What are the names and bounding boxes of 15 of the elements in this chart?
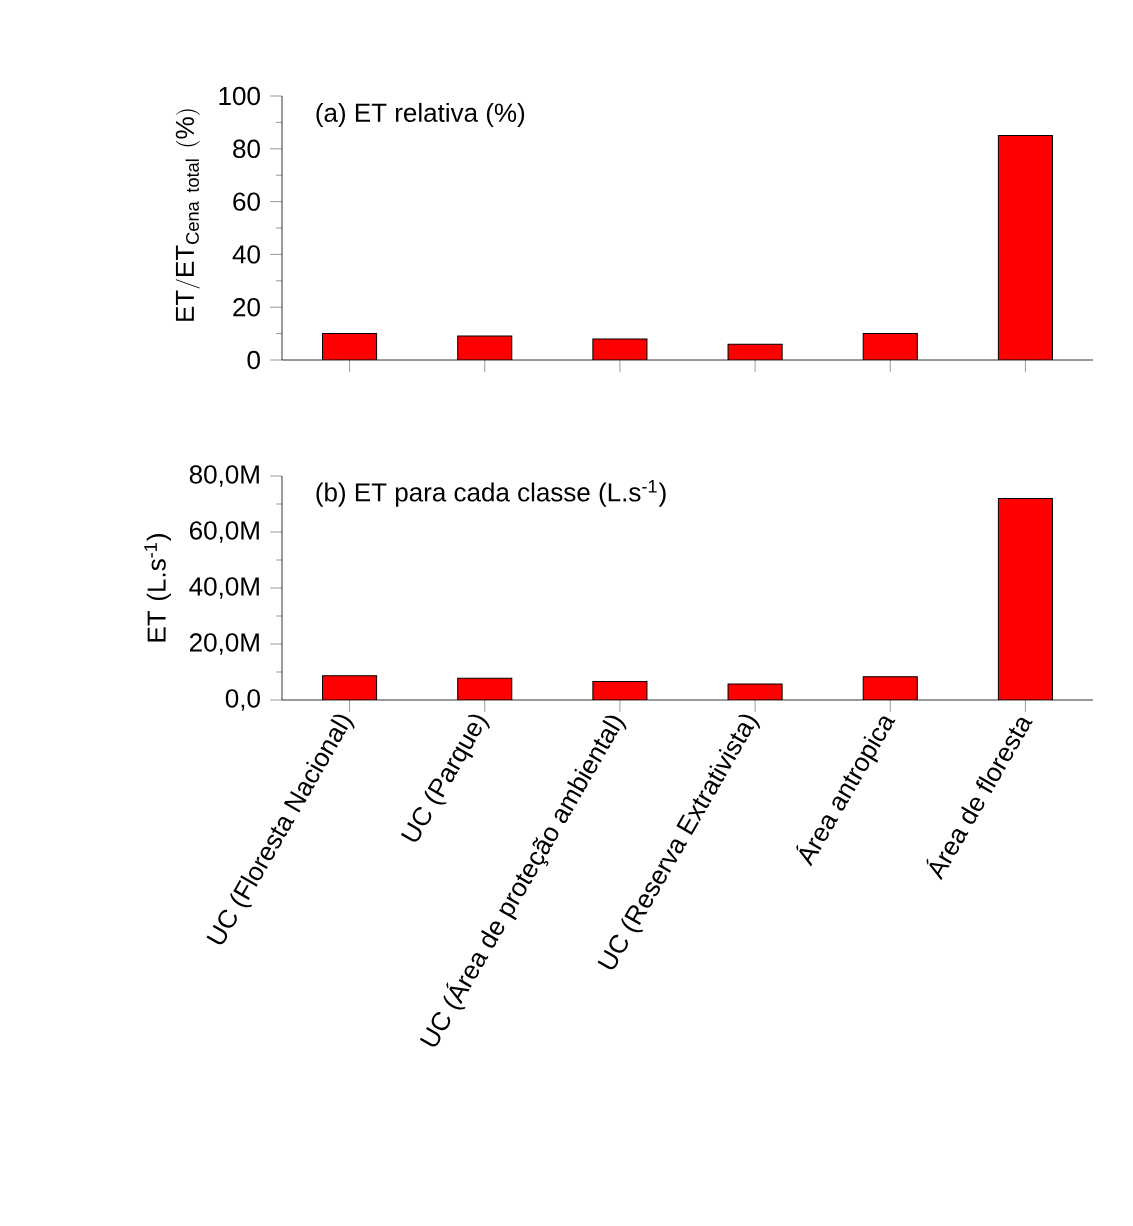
y-tick-label: 40,0M (189, 577, 259, 599)
chart-title: (a) ET relativa (%) (316, 102, 525, 128)
y-tick-label: 100 (219, 86, 260, 106)
y-axis-title: $\mathrm{ET/ET_{Cena\ total}\ (\%)}$ (175, 109, 200, 321)
chart-title: (b) ET para cada classe (L.s$^{-1}$) (316, 480, 666, 507)
y-tick-label: 80,0M (189, 465, 259, 487)
y-tick-label: 20 (233, 298, 260, 317)
y-tick-label: 0 (247, 350, 260, 370)
y-tick-label: 20,0M (189, 633, 259, 655)
y-tick-label: 40 (232, 245, 260, 264)
y-tick-label: 60 (233, 192, 260, 211)
y-axis-title: ET (L.s$^{-1}$) (144, 534, 171, 642)
y-tick-label: 80 (233, 139, 260, 159)
y-tick-label: 60,0M (189, 521, 259, 543)
y-tick-label: 0,0 (225, 689, 260, 711)
